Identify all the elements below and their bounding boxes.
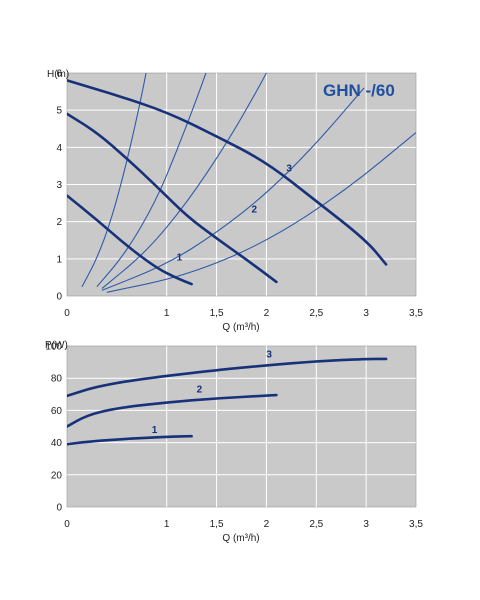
head-y-tick-label: 1 — [56, 254, 62, 265]
power-y-tick-label: 0 — [56, 503, 62, 514]
power-x-tick-label: 2 — [264, 519, 270, 530]
power-curve-1 — [67, 434, 193, 446]
power-x-tick-label: 3 — [363, 519, 369, 530]
head-curve-label-1: 1 — [177, 253, 183, 264]
system-curve — [106, 132, 416, 293]
head-y-ticks: 0 1 2 3 4 5 6 — [56, 69, 62, 303]
head-x-tick-label: 2 — [264, 308, 270, 319]
head-grid — [67, 73, 416, 296]
head-curve-3 — [67, 79, 388, 266]
power-y-tick-label: 60 — [51, 406, 63, 417]
head-y-axis-label: H(m) — [47, 69, 69, 80]
power-x-tick-label: 0 — [64, 519, 70, 530]
power-curve-2 — [67, 393, 278, 428]
power-grid — [67, 346, 416, 507]
power-y-axis-label: P(W) — [45, 340, 68, 351]
head-x-tick-label: 2,5 — [309, 308, 323, 319]
power-curve-3 — [67, 357, 388, 398]
power-y-tick-label: 40 — [51, 438, 63, 449]
system-curve — [101, 73, 268, 290]
head-x-tick-label: 0 — [64, 308, 70, 319]
power-curve-label-2: 2 — [197, 385, 203, 396]
power-chart: 1 2 3 0 1 1,5 2 2,5 3 3,5 0 20 40 60 80 100 P(W) Q (m… — [45, 340, 423, 544]
power-curve-label-1: 1 — [152, 425, 158, 436]
power-series: 1 2 3 — [67, 349, 388, 446]
head-x-ticks: 0 1 1,5 2 2,5 3 3,5 — [64, 308, 423, 319]
head-x-tick-label: 3,5 — [409, 308, 423, 319]
head-x-tick-label: 1,5 — [210, 308, 224, 319]
head-curve-1 — [67, 194, 193, 286]
head-x-tick-label: 3 — [363, 308, 369, 319]
power-plot-area — [66, 345, 417, 508]
head-y-tick-label: 2 — [56, 217, 62, 228]
head-y-tick-label: 5 — [56, 106, 62, 117]
head-y-tick-label: 0 — [56, 292, 62, 303]
system-curves — [81, 73, 416, 293]
head-curve-label-2: 2 — [251, 204, 257, 215]
head-curve-label-3: 3 — [286, 163, 292, 174]
system-curve — [96, 73, 207, 288]
power-x-axis-label: Q (m³/h) — [222, 533, 259, 544]
power-y-ticks: 0 20 40 60 80 100 — [45, 342, 62, 514]
head-series: 1 2 3 — [67, 79, 388, 286]
head-x-tick-label: 1 — [164, 308, 170, 319]
power-x-tick-label: 1,5 — [210, 519, 224, 530]
power-x-ticks: 0 1 1,5 2 2,5 3 3,5 — [64, 519, 423, 530]
head-x-axis-label: Q (m³/h) — [222, 322, 259, 333]
power-y-tick-label: 80 — [51, 374, 63, 385]
power-y-tick-label: 100 — [45, 342, 62, 353]
power-x-tick-label: 2,5 — [309, 519, 323, 530]
system-curve — [101, 87, 365, 291]
head-y-tick-label: 4 — [56, 143, 62, 154]
head-y-tick-label: 6 — [56, 69, 62, 80]
power-x-tick-label: 3,5 — [409, 519, 423, 530]
power-y-tick-label: 20 — [51, 470, 63, 481]
power-x-tick-label: 1 — [164, 519, 170, 530]
head-y-tick-label: 3 — [56, 180, 62, 191]
chart-title: GHN -/60 — [323, 81, 395, 100]
head-curve-2 — [67, 112, 278, 284]
system-curve — [81, 73, 147, 287]
power-curve-label-3: 3 — [266, 349, 272, 360]
